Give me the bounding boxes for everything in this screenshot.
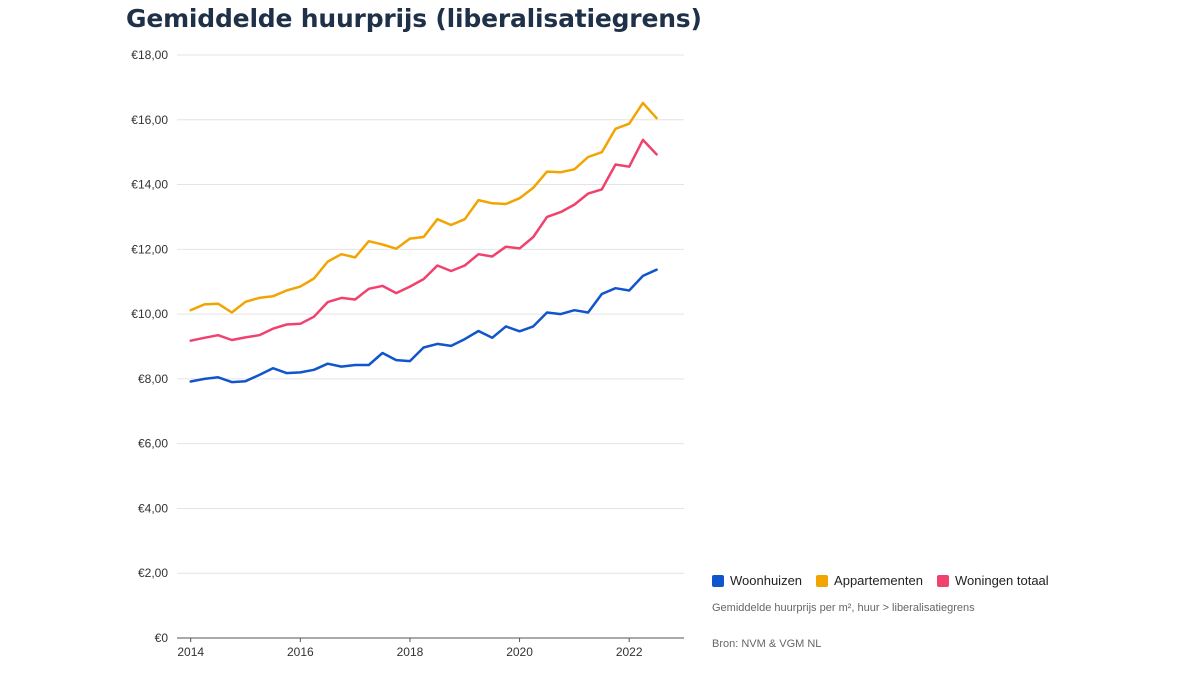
chart-title: Gemiddelde huurprijs (liberalisatiegrens… <box>126 4 702 33</box>
x-tick-label: 2018 <box>397 645 424 659</box>
y-tick-label: €18,00 <box>131 48 168 62</box>
series-line-woonhuizen <box>189 268 658 384</box>
chart-legend: Woonhuizen Appartementen Woningen totaal <box>712 573 1049 588</box>
legend-item: Woningen totaal <box>936 573 1049 588</box>
series-lines <box>189 101 658 384</box>
y-tick-label: €2,00 <box>138 566 168 580</box>
y-tick-label: €12,00 <box>131 242 168 256</box>
y-tick-label: €14,00 <box>131 178 168 192</box>
x-tick-label: 2020 <box>506 645 533 659</box>
chart-note: Gemiddelde huurprijs per m², huur > libe… <box>712 602 975 614</box>
legend-label: Appartementen <box>834 573 923 588</box>
x-axis-ticks: 2014 2016 2018 2020 2022 <box>177 638 643 659</box>
y-tick-label: €4,00 <box>138 501 168 515</box>
legend-swatch <box>712 574 724 587</box>
y-tick-label: €16,00 <box>131 113 168 127</box>
x-tick-label: 2014 <box>177 645 204 659</box>
series-line-woningen-totaal <box>189 138 658 342</box>
gridlines <box>177 54 684 639</box>
y-tick-label: €10,00 <box>131 307 168 321</box>
series-line-appartementen <box>189 101 658 314</box>
legend-item: Appartementen <box>816 573 923 588</box>
legend-label: Woningen totaal <box>954 573 1049 588</box>
legend-swatch <box>816 574 829 587</box>
x-tick-label: 2022 <box>616 645 643 659</box>
y-axis-ticks: €0 €2,00 €4,00 €6,00 €8,00 €10,00 €12,00 €14,00… <box>131 48 168 645</box>
y-tick-label: €6,00 <box>138 437 168 451</box>
legend-label: Woonhuizen <box>730 573 803 588</box>
chart-source: Bron: NVM & VGM NL <box>712 638 822 650</box>
x-tick-label: 2016 <box>287 645 314 659</box>
legend-item: Woonhuizen <box>712 573 802 588</box>
y-tick-label: €0 <box>155 631 169 645</box>
y-tick-label: €8,00 <box>138 372 168 386</box>
legend-swatch <box>936 574 949 587</box>
